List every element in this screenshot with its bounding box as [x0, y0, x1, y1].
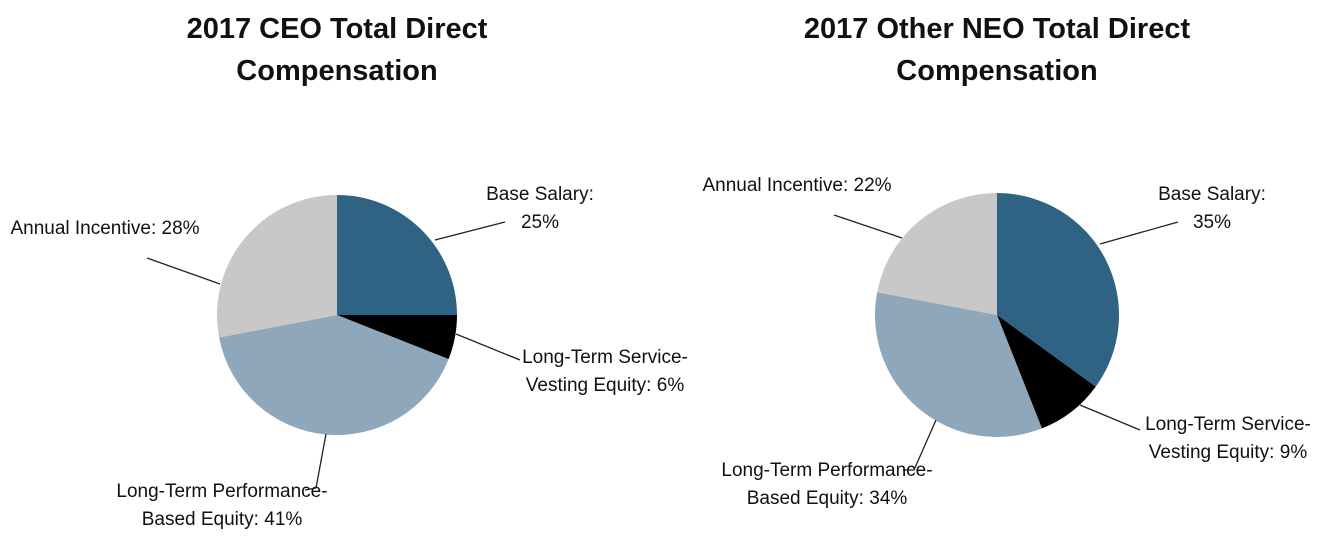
chart-title: 2017 Other NEO Total Direct Compensation	[803, 13, 1191, 87]
leader-line	[304, 433, 327, 491]
pie-slice	[337, 195, 457, 315]
slice-label: Base Salary: 35%	[1147, 181, 1277, 237]
leader-line	[434, 221, 506, 241]
slice-label: Annual Incentive: 22%	[700, 172, 895, 200]
leader-line	[455, 333, 521, 361]
category-label: Long-Term Service-Vesting Equity:	[522, 347, 688, 396]
category-label: Base Salary:	[1158, 184, 1266, 205]
value-label: 22%	[853, 175, 892, 196]
pie-slice	[219, 315, 449, 435]
chart-title: 2017 CEO Total Direct Compensation	[186, 13, 488, 87]
value-label: 34%	[869, 488, 908, 509]
slice-label: Annual Incentive: 28%	[8, 215, 203, 243]
category-label: Long-Term Performance-Based Equity:	[721, 460, 933, 509]
leader-line	[146, 257, 221, 285]
pie-slice	[217, 195, 337, 338]
value-label: 41%	[264, 509, 303, 530]
value-label: 6%	[656, 375, 685, 396]
leader-line	[1099, 221, 1179, 245]
leader-line	[833, 214, 903, 239]
category-label: Annual Incentive:	[10, 218, 157, 239]
pie-slice	[997, 193, 1119, 387]
pie-slice	[877, 193, 997, 315]
leader-line	[903, 419, 937, 471]
value-label: 35%	[1192, 212, 1232, 233]
value-label: 28%	[161, 218, 200, 239]
value-label: 25%	[520, 212, 560, 233]
pie-slice	[337, 315, 457, 360]
slice-label: Long-Term Performance-Based Equity: 41%	[115, 478, 330, 534]
slice-label: Long-Term Performance-Based Equity: 34%	[720, 457, 935, 513]
category-label: Base Salary:	[486, 184, 594, 205]
slice-label: Base Salary: 25%	[475, 181, 605, 237]
pie-slice	[874, 292, 1042, 438]
value-label: 9%	[1279, 442, 1308, 463]
category-label: Annual Incentive:	[702, 175, 849, 196]
leader-line	[1079, 404, 1141, 431]
category-label: Long-Term Performance-Based Equity:	[116, 481, 328, 530]
slice-label: Long-Term Service-Vesting Equity: 6%	[518, 344, 693, 400]
category-label: Long-Term Service-Vesting Equity:	[1145, 414, 1311, 463]
slice-label: Long-Term Service-Vesting Equity: 9%	[1141, 411, 1316, 467]
pie-slice	[997, 315, 1096, 429]
